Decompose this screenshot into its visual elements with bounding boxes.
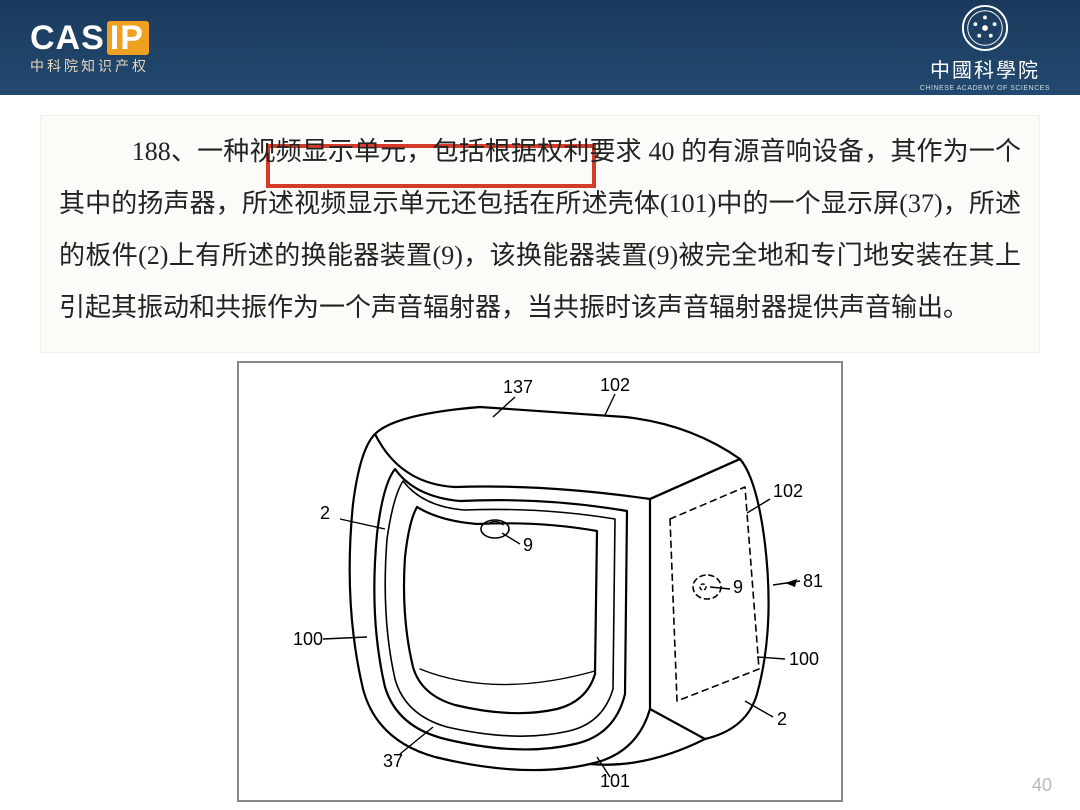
fig-label-102a: 102	[600, 375, 630, 395]
patent-drawing: 137 102 102 81 2 2 9 9 100 100 37 101	[245, 369, 835, 789]
fig-label-102b: 102	[773, 481, 803, 501]
cas-seal-icon	[961, 4, 1009, 52]
fig-label-9b: 9	[733, 577, 743, 597]
logo-text-cas: CAS	[30, 19, 105, 58]
fig-label-2a: 2	[320, 503, 330, 523]
figure-wrap: 137 102 102 81 2 2 9 9 100 100 37 101	[40, 361, 1040, 802]
fig-label-9a: 9	[523, 535, 533, 555]
fig-label-81: 81	[803, 571, 823, 591]
claim-text: 188、一种视频显示单元，包括根据权利要求 40 的有源音响设备，其作为一个其中…	[59, 126, 1021, 334]
header-bar: CASIP 中科院知识产权 中國科學院 CHINESE ACADEMY OF S…	[0, 0, 1080, 95]
org-name: 中國科學院	[930, 54, 1040, 83]
claim-box: 188、一种视频显示单元，包括根据权利要求 40 的有源音响设备，其作为一个其中…	[40, 115, 1040, 353]
fig-label-100b: 100	[789, 649, 819, 669]
logo-cas-block: 中國科學院 CHINESE ACADEMY OF SCIENCES	[920, 4, 1050, 92]
fig-label-137: 137	[503, 377, 533, 397]
org-name-en: CHINESE ACADEMY OF SCIENCES	[920, 85, 1050, 92]
page-number: 40	[1032, 775, 1052, 796]
patent-figure: 137 102 102 81 2 2 9 9 100 100 37 101	[237, 361, 843, 802]
claim-highlight: 一种视频显示单元，包	[197, 137, 459, 166]
fig-label-2b: 2	[777, 709, 787, 729]
logo-subtitle: 中科院知识产权	[30, 56, 149, 76]
fig-label-37: 37	[383, 751, 403, 771]
logo-casip-block: CASIP 中科院知识产权	[30, 19, 149, 76]
claim-number: 188、	[132, 137, 197, 166]
logo-casip: CASIP	[30, 19, 149, 58]
content-area: 188、一种视频显示单元，包括根据权利要求 40 的有源音响设备，其作为一个其中…	[0, 95, 1080, 802]
fig-label-100a: 100	[293, 629, 323, 649]
logo-text-ip: IP	[107, 21, 149, 55]
fig-label-101: 101	[600, 771, 630, 789]
